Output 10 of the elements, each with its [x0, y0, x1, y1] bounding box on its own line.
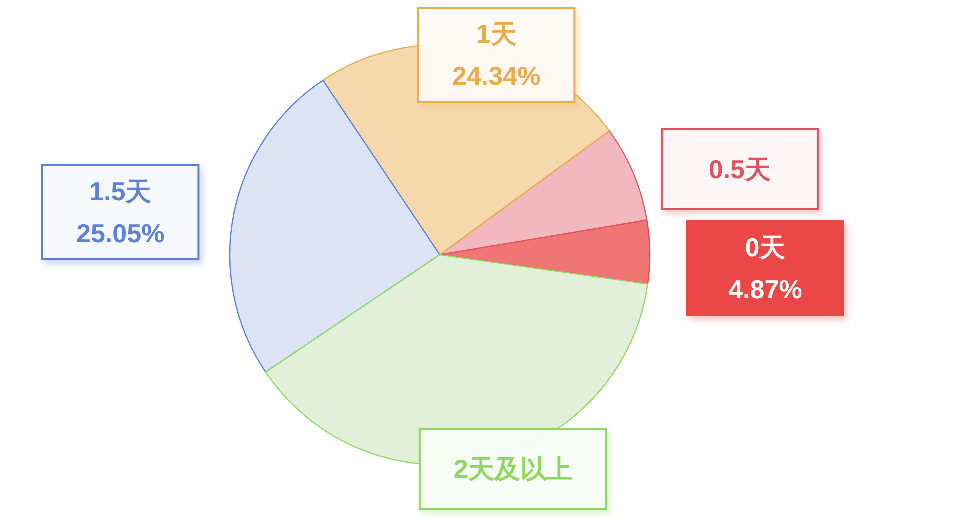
pie-slice	[439, 130, 648, 256]
slice-label: 0.5天	[708, 154, 772, 184]
pie-slice	[229, 80, 441, 373]
slice-label: 1天	[476, 19, 517, 49]
data-label: 4.87%	[728, 274, 802, 304]
slice-label: 1.5天	[90, 176, 152, 206]
data-label: 25.05%	[76, 218, 165, 248]
slice-label: 0天	[745, 232, 786, 262]
slice-label: 2天及以上	[454, 454, 572, 484]
data-label: 24.34%	[452, 61, 541, 91]
